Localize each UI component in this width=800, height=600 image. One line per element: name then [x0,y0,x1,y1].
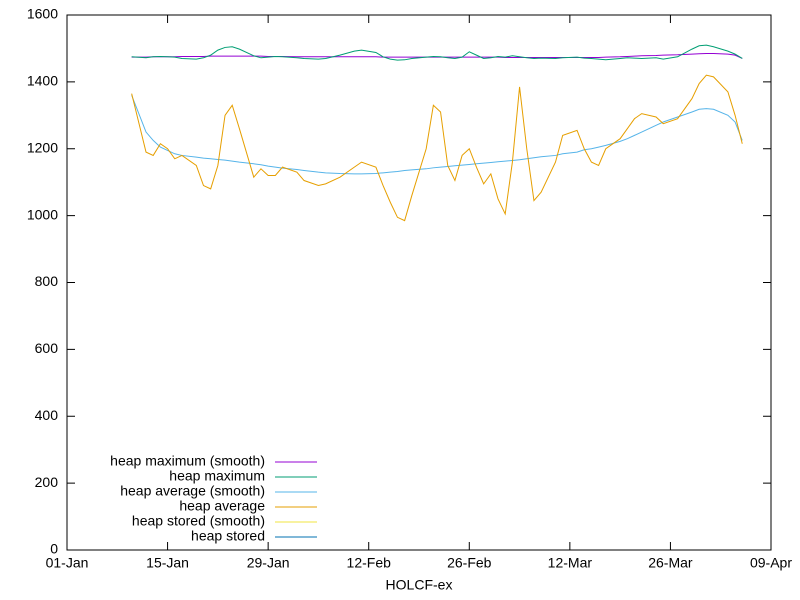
legend-label: heap average (smooth) [120,483,265,499]
y-tick-label: 400 [35,407,59,423]
series-line [131,44,743,61]
x-tick-label: 12-Mar [548,555,593,571]
y-tick-label: 1000 [27,206,58,222]
legend-label: heap maximum [169,468,265,484]
x-tick-label: 09-Apr [750,555,792,571]
y-tick-label: 200 [35,474,59,490]
y-tick-label: 1600 [27,6,58,22]
x-axis-label: HOLCF-ex [386,577,453,593]
legend-label: heap stored (smooth) [132,513,265,529]
y-tick-label: 1400 [27,73,58,89]
legend-label: heap average [179,498,265,514]
series-line [131,95,743,175]
y-tick-label: 1200 [27,139,58,155]
legend-label: heap maximum (smooth) [110,453,265,469]
x-tick-label: 29-Jan [247,555,290,571]
y-tick-label: 800 [35,273,59,289]
x-tick-label: 01-Jan [46,555,89,571]
legend-label: heap stored [191,528,265,544]
x-tick-label: 26-Feb [447,555,492,571]
y-tick-label: 0 [50,541,58,557]
series-line [131,74,743,222]
x-tick-label: 15-Jan [146,555,189,571]
x-tick-label: 26-Mar [648,555,693,571]
y-tick-label: 600 [35,340,59,356]
x-tick-label: 12-Feb [347,555,392,571]
